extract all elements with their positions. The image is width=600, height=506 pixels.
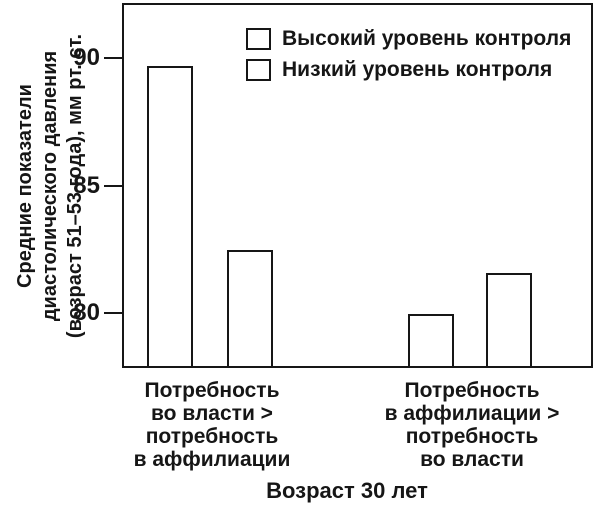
category-label-line: потребность: [145, 425, 279, 448]
category-label-line: Потребность: [404, 379, 540, 402]
legend-label: Высокий уровень контроля: [282, 27, 572, 50]
x-axis-title: Возраст 30 лет: [266, 478, 428, 503]
legend: Высокий уровень контроля Низкий уровень к…: [246, 27, 571, 89]
plot-area: Высокий уровень контроля Низкий уровень к…: [122, 3, 593, 368]
category-label-line: во власти >: [151, 402, 273, 425]
category-label-line: в аффилиации: [133, 448, 291, 471]
legend-label: Низкий уровень контроля: [282, 58, 553, 81]
legend-item: Низкий уровень контроля: [246, 58, 571, 82]
category-label-line: потребность: [405, 425, 539, 448]
y-tick-mark: [104, 185, 123, 187]
bar-group2-low-control: [486, 273, 532, 366]
y-tick-label: 85: [73, 172, 100, 199]
category-label-group1: Потребность во власти > потребность в аффил…: [82, 379, 342, 471]
category-label-group2: Потребность в аффилиации > потребность во в…: [342, 379, 600, 471]
y-tick-mark: [104, 57, 123, 59]
bar-group1-high-control: [147, 66, 193, 366]
bar-group2-high-control: [408, 314, 454, 366]
y-axis-title-line: Средние показатели: [14, 84, 36, 288]
legend-item: Высокий уровень контроля: [246, 27, 571, 51]
category-label-line: во власти: [420, 448, 524, 471]
category-label-line: в аффилиации >: [384, 402, 560, 425]
category-label-line: Потребность: [144, 379, 280, 402]
y-tick-mark: [104, 312, 123, 314]
legend-swatch-icon: [246, 59, 271, 81]
bar-group1-low-control: [227, 250, 273, 366]
y-tick-label: 80: [73, 299, 100, 326]
legend-swatch-icon: [246, 28, 271, 50]
y-tick-label: 90: [73, 44, 100, 71]
